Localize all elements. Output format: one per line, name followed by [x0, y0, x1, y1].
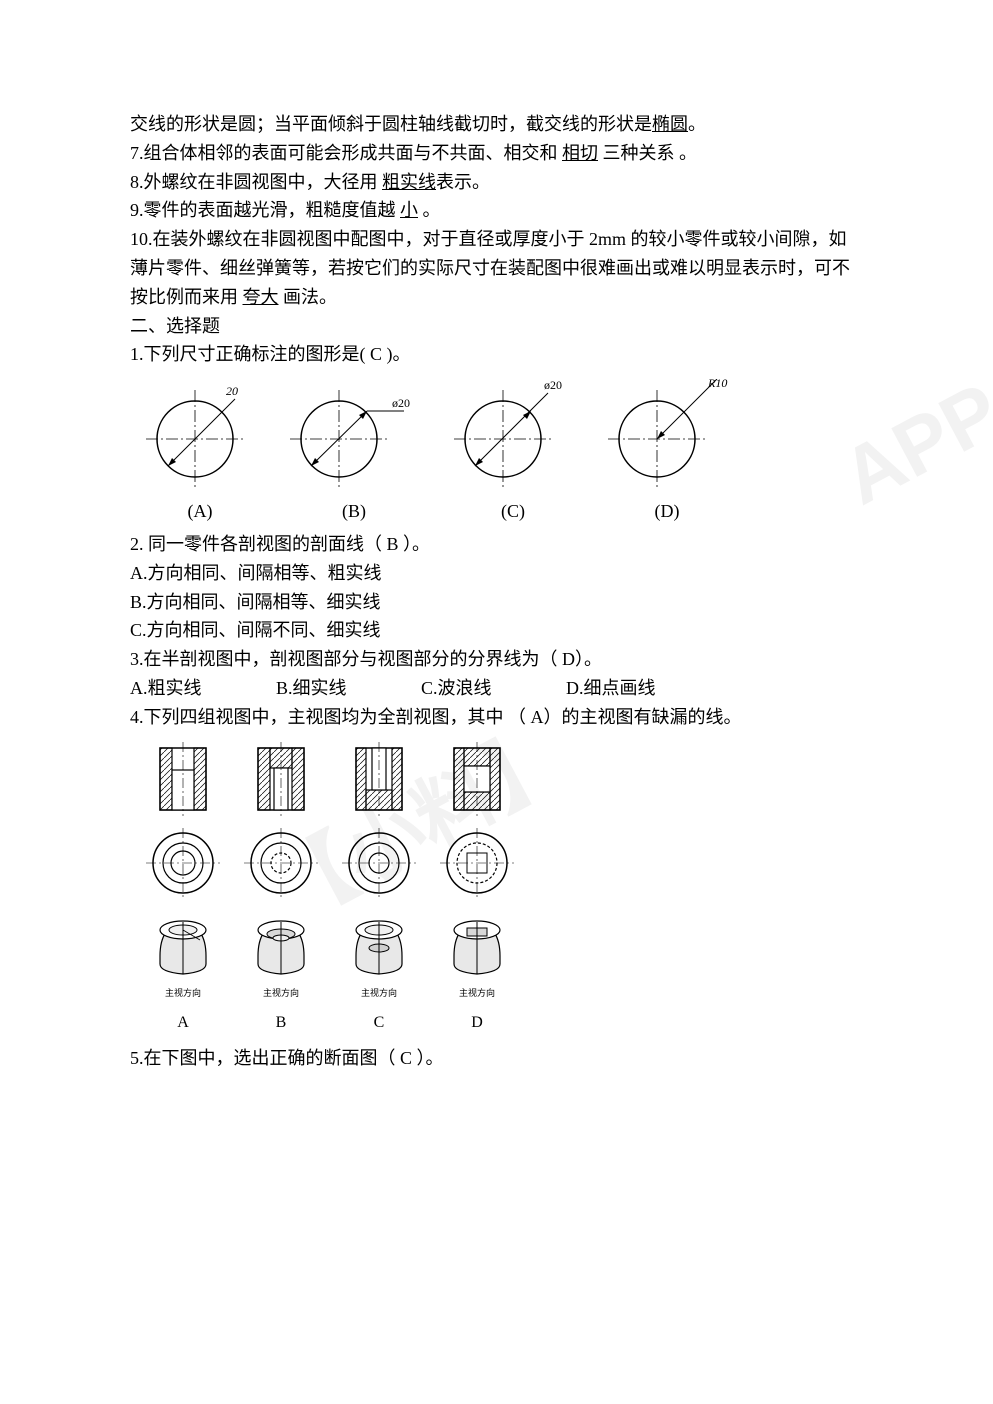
p9: 9.零件的表面越光滑，粗糙度值越 小 。: [130, 196, 863, 225]
q4-a-iso: [140, 908, 226, 980]
p9-pre: 9.零件的表面越光滑，粗糙度值越: [130, 200, 400, 220]
q3-text: 3.在半剖视图中，剖视图部分与视图部分的分界线为（ D）。: [130, 645, 863, 674]
q1-figures: 20 (A) ø20 (B): [140, 379, 863, 526]
q3-d: D.细点画线: [566, 674, 656, 703]
q4-b-iso: [238, 908, 324, 980]
p10-u: 夸大: [243, 287, 279, 307]
q2-text: 2. 同一零件各剖视图的剖面线（ B ）。: [130, 530, 863, 559]
circle-c-svg: ø20: [448, 379, 578, 489]
q1-option-d: R10 (D): [602, 379, 732, 526]
p10-pre: 10.在装外螺纹在非圆视图中配图中，对于直径或厚度小于 2mm 的较小零件或较小…: [130, 229, 850, 307]
p7-u: 相切: [562, 143, 598, 163]
q4-figures: 主视方向 A: [140, 740, 863, 1036]
q5-text: 5.在下图中，选出正确的断面图（ C ）。: [130, 1044, 863, 1073]
q2-b: B.方向相同、间隔相等、细实线: [130, 588, 863, 617]
q4-d-top: [434, 824, 520, 902]
q1-option-a: 20 (A): [140, 379, 260, 526]
q4-b-caption: 主视方向: [263, 986, 299, 1000]
p6-pre: 交线的形状是圆；当平面倾斜于圆柱轴线截切时，截交线的形状是: [130, 114, 652, 134]
q4-text: 4.下列四组视图中，主视图均为全剖视图，其中 （ A）的主视图有缺漏的线。: [130, 703, 863, 732]
q4-d-front: [434, 740, 520, 818]
q1-option-b: ø20 (B): [284, 379, 424, 526]
page-content: 交线的形状是圆；当平面倾斜于圆柱轴线截切时，截交线的形状是椭圆。 7.组合体相邻…: [0, 0, 993, 1072]
p10-post: 画法。: [279, 287, 338, 307]
dim-c-text: ø20: [544, 379, 562, 392]
q3-c: C.波浪线: [421, 674, 492, 703]
p6: 交线的形状是圆；当平面倾斜于圆柱轴线截切时，截交线的形状是椭圆。: [130, 110, 863, 139]
q4-a-top: [140, 824, 226, 902]
q4-c-caption: 主视方向: [361, 986, 397, 1000]
circle-b-svg: ø20: [284, 379, 424, 489]
q1-text: 1.下列尺寸正确标注的图形是( C )。: [130, 340, 863, 369]
q4-col-a: 主视方向 A: [140, 740, 226, 1036]
circle-d-svg: R10: [602, 379, 732, 489]
q4-a-front: [140, 740, 226, 818]
q4-d-iso: [434, 908, 520, 980]
q4-col-c: 主视方向 C: [336, 740, 422, 1036]
q4-c-front: [336, 740, 422, 818]
q4-label-b: B: [276, 1010, 287, 1036]
sec2-heading: 二、选择题: [130, 312, 863, 341]
q4-b-front: [238, 740, 324, 818]
q1-label-a: (A): [140, 497, 260, 526]
q4-col-b: 主视方向 B: [238, 740, 324, 1036]
q2-a: A.方向相同、间隔相等、粗实线: [130, 559, 863, 588]
q4-col-d: 主视方向 D: [434, 740, 520, 1036]
q1-label-d: (D): [602, 497, 732, 526]
q4-label-d: D: [471, 1010, 483, 1036]
dim-b-text: ø20: [392, 396, 410, 410]
dim-d-text: R10: [707, 379, 727, 390]
q1-option-c: ø20 (C): [448, 379, 578, 526]
p10: 10.在装外螺纹在非圆视图中配图中，对于直径或厚度小于 2mm 的较小零件或较小…: [130, 225, 863, 311]
q4-label-a: A: [177, 1010, 189, 1036]
p8: 8.外螺纹在非圆视图中，大径用 粗实线表示。: [130, 168, 863, 197]
q3-choices: A.粗实线 B.细实线 C.波浪线 D.细点画线: [130, 674, 863, 703]
circle-a-svg: 20: [140, 379, 260, 489]
q4-a-caption: 主视方向: [165, 986, 201, 1000]
q4-label-c: C: [374, 1010, 385, 1036]
p7: 7.组合体相邻的表面可能会形成共面与不共面、相交和 相切 三种关系 。: [130, 139, 863, 168]
p9-u: 小: [400, 200, 418, 220]
p7-pre: 7.组合体相邻的表面可能会形成共面与不共面、相交和: [130, 143, 562, 163]
p9-post: 。: [418, 200, 441, 220]
q1-label-c: (C): [448, 497, 578, 526]
p8-post: 表示。: [436, 172, 490, 192]
q4-c-iso: [336, 908, 422, 980]
q4-d-caption: 主视方向: [459, 986, 495, 1000]
q3-b: B.细实线: [276, 674, 347, 703]
p8-u: 粗实线: [382, 172, 436, 192]
q2-c: C.方向相同、间隔不同、细实线: [130, 616, 863, 645]
q1-label-b: (B): [284, 497, 424, 526]
p7-post: 三种关系 。: [598, 143, 697, 163]
p6-post: 。: [688, 114, 706, 134]
p6-u: 椭圆: [652, 114, 688, 134]
q4-c-top: [336, 824, 422, 902]
dim-a-text: 20: [226, 384, 238, 398]
q3-a: A.粗实线: [130, 674, 202, 703]
p8-pre: 8.外螺纹在非圆视图中，大径用: [130, 172, 382, 192]
q4-b-top: [238, 824, 324, 902]
